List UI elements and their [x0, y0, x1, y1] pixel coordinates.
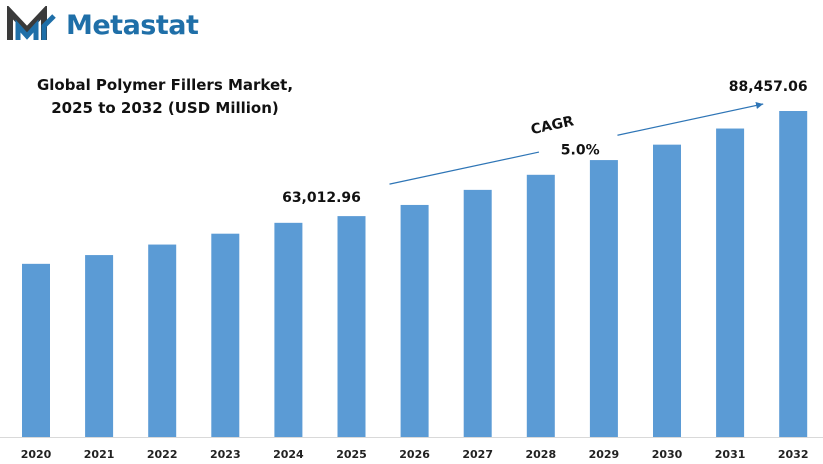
bar-2020: [22, 263, 50, 437]
x-tick-label-2020: 2020: [21, 448, 52, 461]
x-tick-label-2024: 2024: [273, 448, 304, 461]
chart-title-line-1: Global Polymer Fillers Market,: [36, 76, 294, 94]
bar-2031: [716, 128, 745, 437]
bar-2030: [653, 144, 681, 437]
cagr-value: 5.0%: [561, 143, 600, 159]
x-tick-label-2026: 2026: [399, 448, 430, 461]
x-tick-label-2028: 2028: [525, 448, 556, 461]
bar-2023: [211, 233, 240, 437]
cagr-label: CAGR: [529, 113, 575, 138]
data-label-2032: 88,457.06: [729, 79, 808, 95]
brand-name: Metastat: [66, 9, 199, 41]
x-tick-label-2032: 2032: [778, 448, 809, 461]
x-tick-label-2030: 2030: [652, 448, 683, 461]
bar-2021: [85, 255, 114, 437]
x-tick-label-2021: 2021: [84, 448, 115, 461]
brand-logo: Metastat: [6, 6, 199, 44]
data-label-2025: 63,012.96: [282, 190, 361, 206]
x-tick-label-2027: 2027: [462, 448, 493, 461]
chart-title: Global Polymer Fillers Market, 2025 to 2…: [20, 74, 310, 120]
bar-2027: [463, 189, 492, 437]
x-tick-label-2023: 2023: [210, 448, 241, 461]
bar-2024: [274, 222, 303, 437]
cagr-arrow-segment-2: [617, 101, 764, 136]
x-tick-label-2031: 2031: [715, 448, 746, 461]
x-tick-label-2022: 2022: [147, 448, 178, 461]
bar-2029: [589, 160, 618, 438]
x-tick-label-2025: 2025: [336, 448, 367, 461]
bar-2025: [337, 216, 366, 437]
chart-title-line-2: 2025 to 2032 (USD Million): [51, 99, 279, 117]
bar-2026: [400, 204, 429, 437]
cagr-arrow-segment-1: [389, 151, 540, 185]
x-tick-label-2029: 2029: [589, 448, 620, 461]
bar-2028: [526, 174, 555, 437]
bar-2032: [779, 111, 808, 437]
metastat-m-logo-icon: [7, 6, 56, 40]
bar-2022: [148, 244, 177, 437]
